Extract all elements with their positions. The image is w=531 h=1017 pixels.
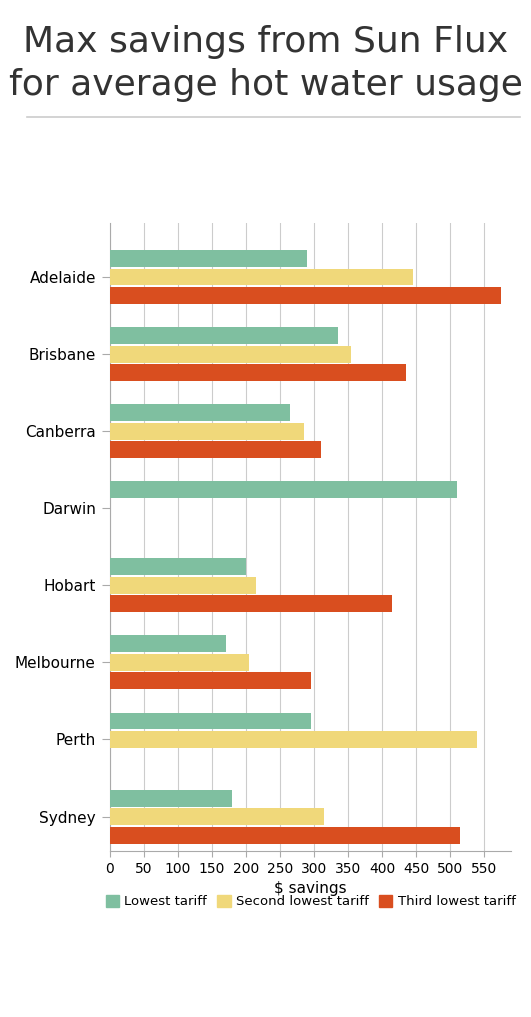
Bar (110, 731, 477, 747)
Bar (110, 654, 250, 671)
Bar (110, 404, 290, 421)
Bar (110, 250, 307, 267)
Text: Max savings from Sun Flux
for average hot water usage: Max savings from Sun Flux for average ho… (8, 25, 523, 102)
Bar (110, 423, 304, 439)
Legend: Lowest tariff, Second lowest tariff, Third lowest tariff: Lowest tariff, Second lowest tariff, Thi… (100, 890, 521, 913)
Bar (110, 713, 311, 729)
Bar (110, 809, 324, 825)
Bar (110, 441, 321, 458)
Bar (110, 558, 246, 576)
Bar (110, 364, 406, 381)
Bar (110, 672, 311, 690)
Bar (110, 327, 338, 344)
Bar (110, 287, 501, 304)
Bar (110, 595, 392, 612)
Bar (110, 577, 256, 594)
X-axis label: $ savings: $ savings (275, 882, 347, 896)
Bar (110, 789, 233, 806)
Bar (110, 346, 352, 363)
Bar (110, 268, 413, 286)
Bar (110, 636, 226, 652)
Bar (110, 827, 460, 843)
Bar (110, 481, 457, 498)
